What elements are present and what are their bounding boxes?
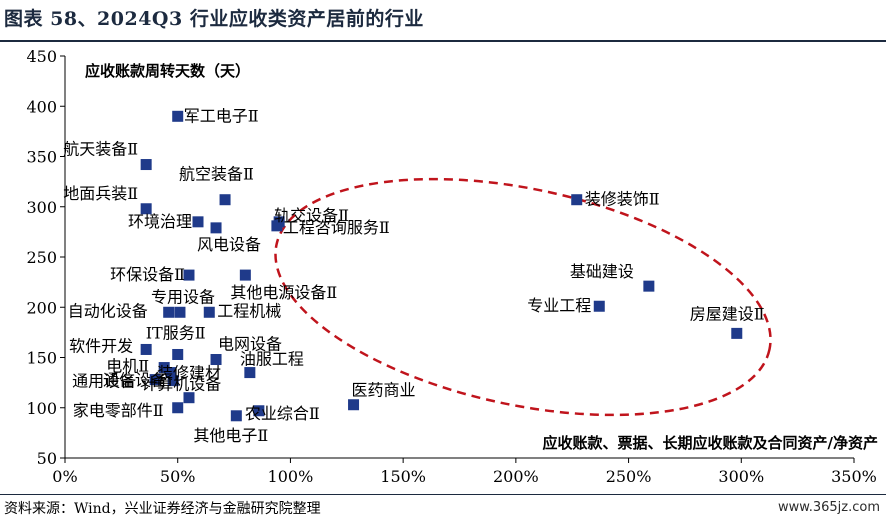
highlight-ellipse xyxy=(274,177,772,417)
data-point xyxy=(174,306,186,318)
y-tick-label: 300 xyxy=(26,198,57,217)
point-label: 装修装饰Ⅱ xyxy=(585,190,660,209)
point-label: 轨交设备Ⅱ xyxy=(274,206,349,225)
data-point xyxy=(348,399,360,411)
x-tick-label: 350% xyxy=(831,467,877,486)
data-point xyxy=(230,410,242,422)
point-label: 环保设备Ⅱ xyxy=(110,265,185,284)
y-axis-label: 应收账款周转天数（天） xyxy=(85,62,250,80)
x-tick-label: 300% xyxy=(718,467,764,486)
x-tick-label: 200% xyxy=(493,467,539,486)
title-rule xyxy=(0,40,886,42)
y-tick-label: 250 xyxy=(26,248,57,267)
point-label: 航空装备Ⅱ xyxy=(179,165,254,184)
data-point xyxy=(163,306,175,318)
point-label: 软件开发 xyxy=(69,336,133,355)
data-point xyxy=(210,354,222,366)
data-point xyxy=(253,405,265,417)
y-tick-label: 350 xyxy=(26,148,57,167)
data-point xyxy=(244,367,256,379)
data-point xyxy=(239,269,251,281)
x-tick-label: 0% xyxy=(52,467,77,486)
data-point xyxy=(172,348,184,360)
data-point xyxy=(271,220,283,232)
point-label: 风电设备 xyxy=(197,235,261,254)
y-tick-label: 200 xyxy=(26,298,57,317)
point-label: 军工电子Ⅱ xyxy=(184,106,259,125)
data-point xyxy=(183,392,195,404)
data-point xyxy=(192,216,204,228)
point-label: 通用设备 xyxy=(72,372,136,391)
data-point xyxy=(219,194,231,206)
y-tick-label: 50 xyxy=(37,449,57,468)
x-tick-label: 50% xyxy=(160,467,196,486)
point-label: IT服务Ⅱ xyxy=(146,323,206,342)
data-point xyxy=(183,269,195,281)
y-tick-label: 450 xyxy=(26,47,57,66)
y-tick-label: 400 xyxy=(26,97,57,116)
point-label: 电网设备 xyxy=(218,335,282,354)
point-label: 工程机械 xyxy=(217,301,281,320)
point-label: 基础建设 xyxy=(570,262,634,281)
point-label: 航天装备Ⅱ xyxy=(63,140,138,159)
watermark: www.365jz.com xyxy=(778,500,880,515)
point-label: 地面兵装Ⅱ xyxy=(63,184,138,203)
data-point xyxy=(172,110,184,122)
chart-title: 图表 58、2024Q3 行业应收类资产居前的行业 xyxy=(4,8,424,30)
point-label: 自动化设备 xyxy=(68,301,148,320)
point-label: 环境治理 xyxy=(128,212,192,231)
point-label: 农业综合Ⅱ xyxy=(245,404,320,423)
point-label: 装修建材 xyxy=(157,364,221,383)
point-label: 专用设备 xyxy=(151,287,215,306)
source-note: 资料来源：Wind，兴业证券经济与金融研究院整理 xyxy=(4,501,321,517)
data-point xyxy=(210,222,222,234)
axes: 50 100 150 200 250 300 350 400 450 0% 50% 100% 150% 2… xyxy=(26,47,876,486)
point-labels: 军工电子Ⅱ 航天装备Ⅱ 航空装备Ⅱ 地面兵装Ⅱ 轨交设备Ⅱ 环境治理 工程咨询服务Ⅱ 风电设备… xyxy=(63,106,764,444)
data-point xyxy=(140,203,152,215)
x-tick-label: 150% xyxy=(380,467,426,486)
data-point xyxy=(203,306,215,318)
point-label: 工程咨询服务Ⅱ xyxy=(283,218,390,237)
point-label: 家电零部件Ⅱ xyxy=(73,401,164,420)
point-label: 其他电源设备Ⅱ xyxy=(230,283,337,302)
data-point xyxy=(731,327,743,339)
data-point xyxy=(167,375,179,387)
data-point xyxy=(643,280,655,292)
x-tick-label: 250% xyxy=(606,467,652,486)
scatter-chart: 50 100 150 200 250 300 350 400 450 0% 50% 100% 150% 2… xyxy=(26,47,878,486)
y-tick-label: 150 xyxy=(26,349,57,368)
data-point xyxy=(165,367,177,379)
point-label: 专业工程 xyxy=(527,296,591,315)
data-points xyxy=(140,110,743,422)
x-axis-label: 应收账款、票据、长期应收账款及合同资产/净资产 xyxy=(543,434,878,452)
highlight-ellipse-group xyxy=(274,177,772,417)
point-label: 油服工程 xyxy=(240,350,304,369)
point-label: 计算机设备 xyxy=(141,375,221,394)
point-label: 电机Ⅱ xyxy=(106,357,149,376)
data-point xyxy=(140,343,152,355)
x-tick-label: 100% xyxy=(268,467,314,486)
footer-rule xyxy=(0,494,886,495)
point-label: 其他电子Ⅱ xyxy=(193,426,268,445)
point-label: 房屋建设Ⅱ xyxy=(690,304,765,323)
point-label: 医药商业 xyxy=(352,381,416,400)
point-label: 通信设备 xyxy=(103,371,167,390)
data-point xyxy=(140,159,152,171)
data-point xyxy=(571,194,583,206)
y-tick-label: 100 xyxy=(26,399,57,418)
data-point xyxy=(158,362,170,374)
data-point xyxy=(593,300,605,312)
data-point xyxy=(149,374,161,386)
data-point xyxy=(172,402,184,414)
